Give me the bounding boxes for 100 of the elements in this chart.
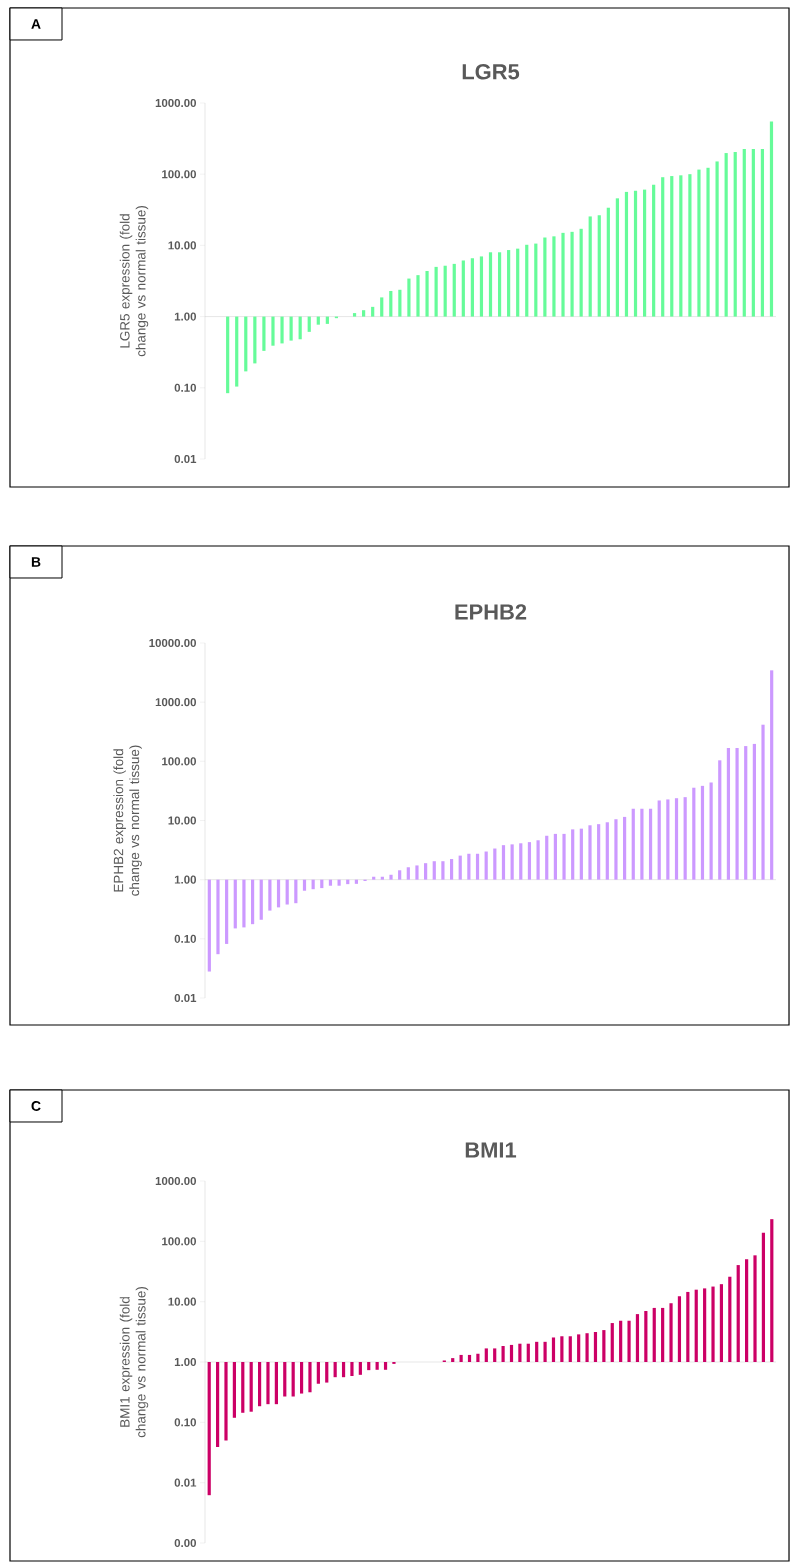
text: A xyxy=(31,19,41,29)
bar xyxy=(337,879,341,886)
bar xyxy=(570,231,574,317)
y-axis-title: EPHB2 expression (fold change vs normal tissue) xyxy=(113,745,142,896)
bar xyxy=(597,824,601,880)
bar xyxy=(493,848,497,880)
bar xyxy=(274,1362,278,1405)
bar xyxy=(285,879,289,905)
bar xyxy=(619,1320,623,1362)
bar xyxy=(316,1362,320,1384)
bar xyxy=(640,808,644,880)
bar xyxy=(527,842,532,880)
bar xyxy=(235,316,239,387)
bar xyxy=(745,1259,749,1362)
bar xyxy=(715,161,719,317)
bar xyxy=(461,260,465,317)
bar xyxy=(614,819,618,880)
bar xyxy=(670,176,674,317)
bar xyxy=(207,1362,211,1496)
bar xyxy=(352,313,357,317)
y-tick-label: 1000.00 xyxy=(155,698,197,707)
bar xyxy=(441,861,445,880)
bar xyxy=(276,879,281,908)
y-tick-label: 0.10 xyxy=(174,383,197,392)
bar xyxy=(718,760,722,880)
bar xyxy=(406,867,410,880)
bar xyxy=(571,829,575,880)
bar xyxy=(510,844,514,880)
bar xyxy=(644,1311,648,1362)
bar xyxy=(535,1341,539,1362)
bar xyxy=(226,316,230,394)
bar xyxy=(354,879,358,884)
bar xyxy=(383,1362,388,1370)
bar xyxy=(543,1341,547,1362)
bar xyxy=(724,153,728,317)
bar xyxy=(669,1303,673,1362)
bar xyxy=(770,1219,774,1362)
bar xyxy=(298,316,302,340)
bar xyxy=(635,1314,640,1362)
bar xyxy=(484,1348,488,1362)
bar xyxy=(362,310,366,317)
bar xyxy=(761,724,765,880)
bar xyxy=(451,1358,455,1362)
bar xyxy=(744,746,748,880)
bar xyxy=(372,876,376,880)
bar xyxy=(719,1284,724,1362)
bar xyxy=(497,252,502,317)
bar xyxy=(606,207,610,317)
bar xyxy=(657,800,661,880)
bar xyxy=(449,859,454,880)
bar xyxy=(536,840,540,880)
bar xyxy=(602,1330,606,1362)
chart-title: LGR5 xyxy=(462,63,520,80)
bar xyxy=(615,198,619,317)
bar xyxy=(631,808,635,880)
bar xyxy=(291,1362,295,1397)
bar xyxy=(753,1255,757,1362)
bar xyxy=(568,1336,572,1362)
bar xyxy=(341,1362,346,1378)
bar xyxy=(697,169,701,317)
bar xyxy=(686,1291,690,1362)
bar xyxy=(216,879,220,955)
bar xyxy=(627,1320,631,1362)
bar xyxy=(579,828,583,880)
bar xyxy=(299,1362,304,1394)
bar xyxy=(709,782,713,880)
bar xyxy=(257,1362,262,1407)
bar xyxy=(289,316,293,341)
bar xyxy=(677,1296,682,1362)
bar xyxy=(250,879,255,925)
bar xyxy=(694,1289,698,1362)
bar xyxy=(679,175,683,317)
bar xyxy=(562,833,566,880)
bar xyxy=(425,270,429,317)
bar xyxy=(688,174,692,317)
y-tick-label: 1.00 xyxy=(174,1357,197,1367)
bar xyxy=(525,244,529,317)
bar xyxy=(259,879,263,920)
bar xyxy=(416,275,420,317)
bar xyxy=(407,278,411,317)
y-tick-label: 0.01 xyxy=(174,1478,197,1487)
bar xyxy=(579,228,583,317)
bar xyxy=(308,1362,312,1393)
bar xyxy=(516,248,520,317)
bar xyxy=(375,1362,379,1370)
bar xyxy=(501,1346,505,1362)
bar xyxy=(534,243,538,317)
bar xyxy=(642,189,647,317)
bar xyxy=(577,1334,581,1362)
bar xyxy=(294,879,298,904)
bar xyxy=(509,1344,514,1362)
bar xyxy=(728,1276,732,1362)
text: B xyxy=(31,557,41,567)
bar xyxy=(493,1348,497,1362)
bar xyxy=(467,853,471,880)
bar xyxy=(389,290,393,317)
bar xyxy=(742,148,746,317)
y-axis-title: BMI1 expression (fold change vs normal tissue) xyxy=(119,1287,149,1438)
bar xyxy=(242,879,246,928)
bar xyxy=(443,265,447,317)
